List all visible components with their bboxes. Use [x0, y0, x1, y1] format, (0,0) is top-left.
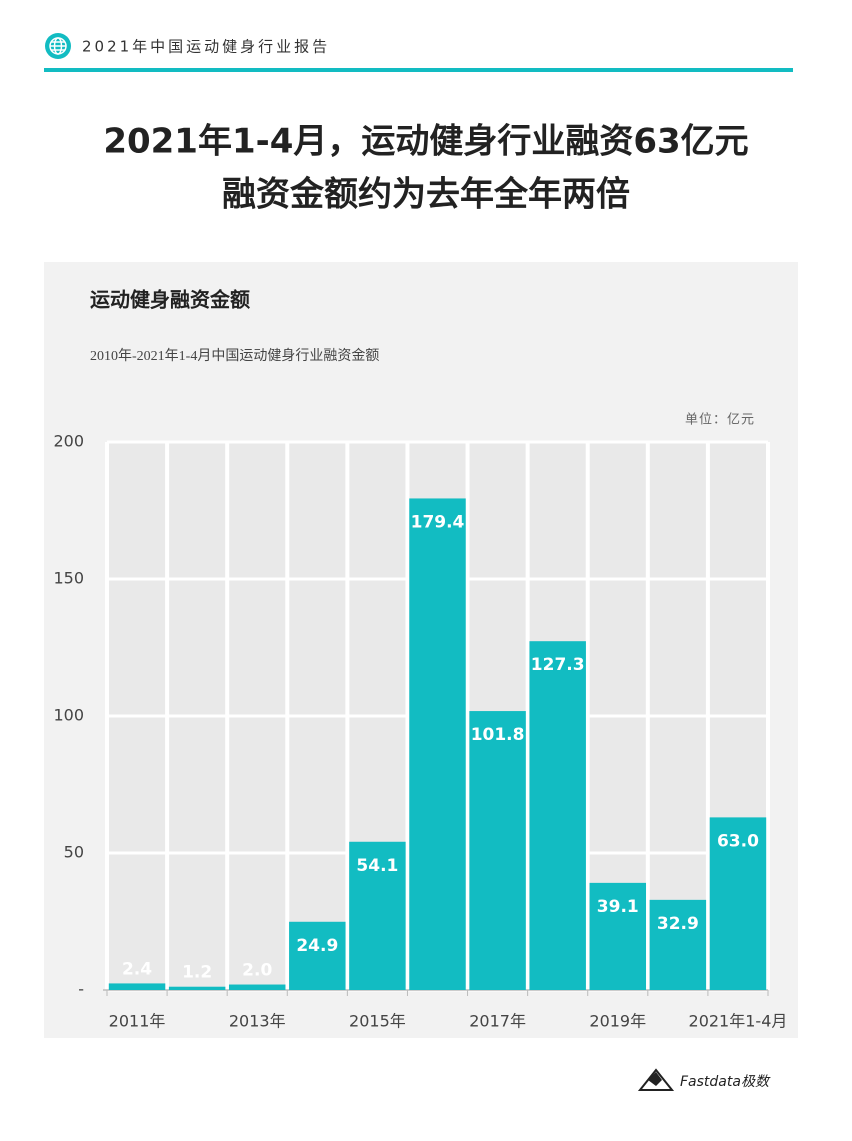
brand-logo: [637, 1068, 675, 1091]
bar: [349, 841, 406, 990]
y-tick-label: 100: [53, 706, 84, 725]
y-tick-label: 150: [53, 569, 84, 588]
x-tick-label: 2011年: [109, 1012, 166, 1031]
headline: 融资金额约为去年全年两倍: [222, 175, 630, 215]
value-label: 54.1: [356, 856, 398, 876]
value-label: 63.0: [717, 831, 759, 851]
value-label: 179.4: [411, 512, 465, 532]
chart-subtitle: 2010年-2021年1-4月中国运动健身行业融资金额: [90, 348, 379, 364]
x-tick-label: 2019年: [589, 1012, 646, 1031]
chart-title: 运动健身融资金额: [90, 288, 250, 312]
bar: [409, 498, 466, 990]
brand: Fastdata极数: [680, 1074, 771, 1090]
headline: 2021年1-4月，运动健身行业融资63亿元: [103, 122, 748, 162]
value-label: 101.8: [471, 725, 525, 745]
bar: [589, 882, 647, 990]
bar: [289, 921, 346, 990]
bar: [709, 817, 767, 990]
y-tick-label: 50: [64, 843, 84, 862]
y-tick-label: -: [78, 980, 84, 999]
x-tick-label: 2013年: [229, 1012, 286, 1031]
report-name: 2021年中国运动健身行业报告: [82, 38, 330, 56]
header-icon-globe: [49, 37, 67, 55]
value-label: 24.9: [296, 936, 338, 956]
x-tick-label: 2021年1-4月: [689, 1012, 788, 1031]
unit-label: 单位：亿元: [685, 413, 755, 428]
x-tick-label: 2017年: [469, 1012, 526, 1031]
bar: [228, 984, 286, 990]
value-label: 32.9: [657, 914, 699, 934]
bar: [168, 986, 226, 990]
value-label: 39.1: [597, 897, 639, 917]
value-label: 1.2: [182, 963, 212, 983]
x-tick-label: 2015年: [349, 1012, 406, 1031]
value-label: 127.3: [531, 655, 585, 675]
bar: [108, 983, 166, 990]
value-label: 2.0: [242, 961, 272, 981]
bar: [529, 641, 586, 990]
header-rule: [44, 68, 793, 72]
plot: - 50 100 150 200 2011年 2.4 1.2 2013年 2.0 24.9 2015年…: [53, 432, 787, 1031]
bar: [649, 899, 707, 990]
y-tick-label: 200: [53, 432, 84, 451]
value-label: 2.4: [122, 959, 152, 979]
bar: [469, 711, 526, 990]
